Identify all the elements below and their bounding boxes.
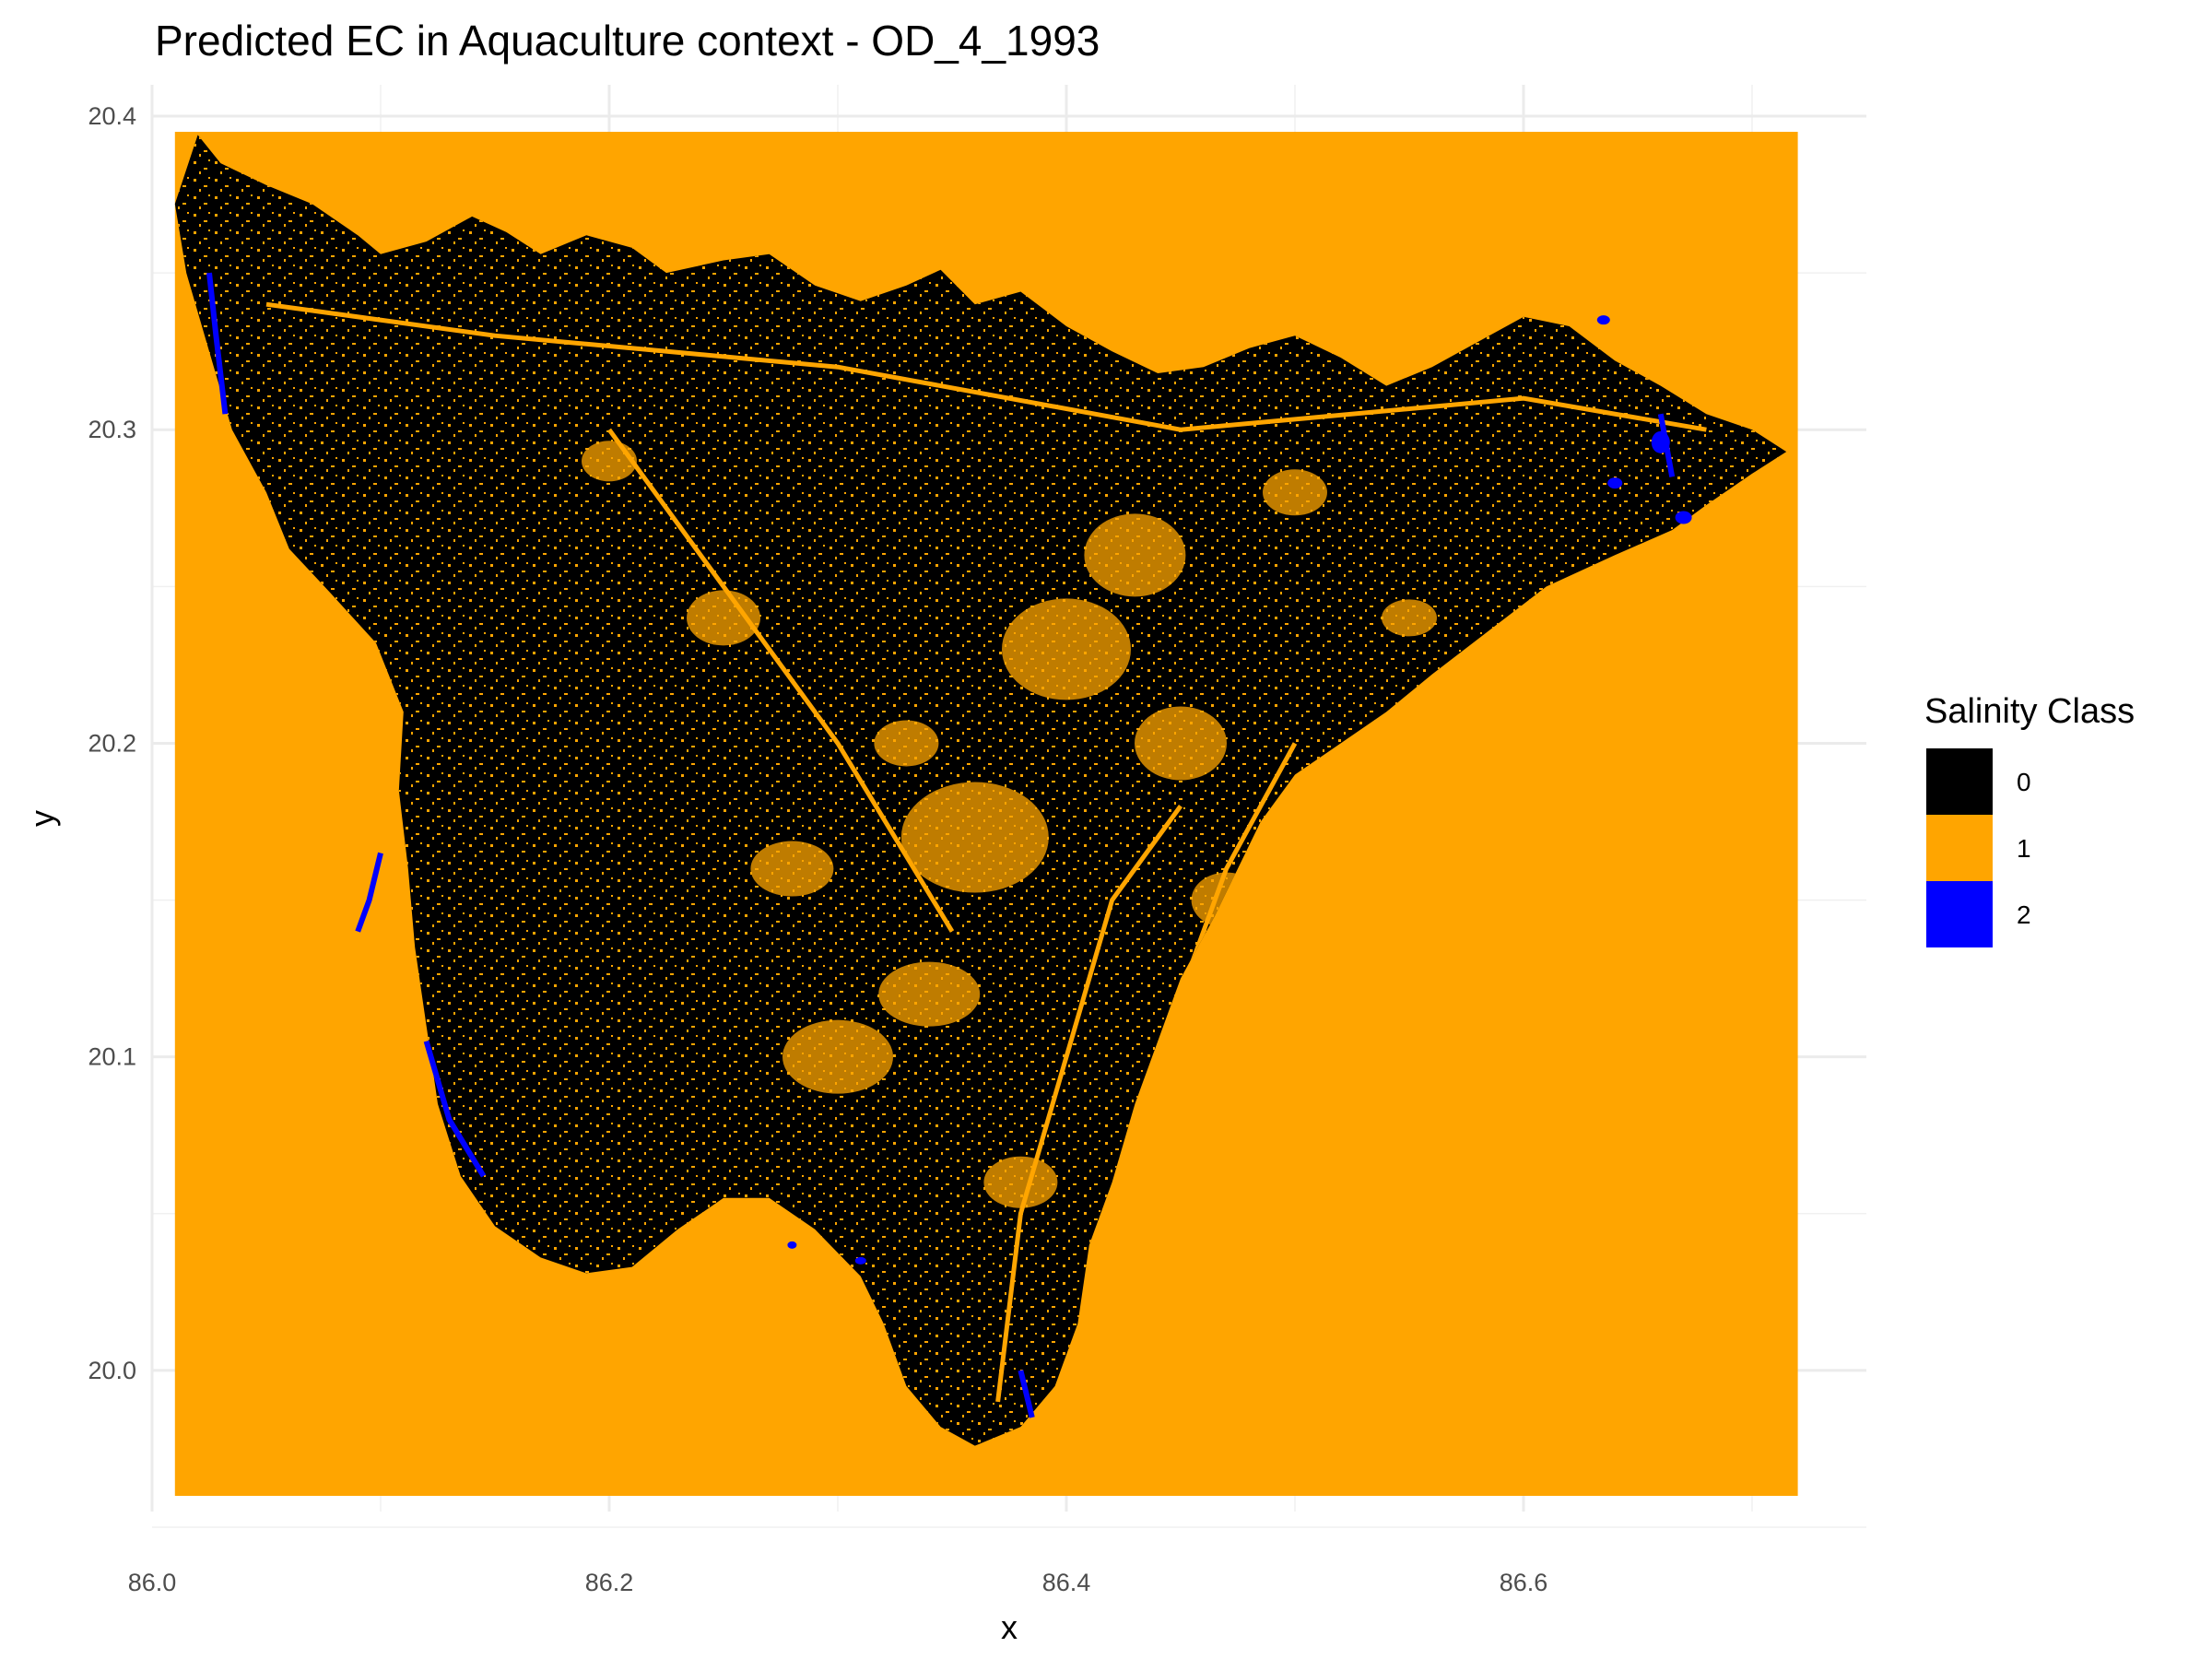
raster-class-2-channel — [423, 1040, 487, 1178]
legend-label-1: 1 — [2017, 834, 2031, 863]
raster-class-1-patch — [874, 720, 939, 767]
raster-class-1-patch — [1084, 513, 1186, 597]
raster-class-1-patch — [878, 961, 981, 1027]
raster-class-1-channel — [606, 428, 955, 933]
raster-class-1-patch — [1263, 469, 1327, 516]
raster-class-2-channel — [355, 852, 383, 933]
legend: Salinity Class 0 1 2 — [1924, 692, 2135, 947]
chart-title: Predicted EC in Aquaculture context - OD… — [155, 17, 1100, 65]
x-axis-ticks: 86.0 86.2 86.4 86.6 — [128, 1569, 1548, 1596]
raster-class-1-patch — [900, 782, 1049, 893]
x-axis-label: x — [1001, 1608, 1018, 1646]
raster-class-1-patch — [1382, 599, 1437, 637]
raster-class-1-channel — [995, 805, 1183, 1403]
y-axis-ticks: 20.0 20.1 20.2 20.3 20.4 — [88, 102, 136, 1384]
x-tick-label: 86.0 — [128, 1569, 177, 1596]
raster-class-1-patch — [1002, 598, 1131, 700]
y-tick-label: 20.2 — [88, 729, 136, 757]
raster-class-2-patch — [854, 1256, 866, 1265]
x-tick-label: 86.6 — [1500, 1569, 1548, 1596]
raster-class-2-patch — [1675, 511, 1692, 524]
y-tick-label: 20.0 — [88, 1357, 136, 1384]
raster-class-1-channel — [265, 301, 1707, 432]
raster-class-1-patch — [1135, 706, 1227, 781]
raster-class-2-patch — [1607, 477, 1623, 489]
legend-swatch-0 — [1926, 748, 1993, 815]
y-tick-label: 20.1 — [88, 1043, 136, 1071]
raster-class-1-patch — [687, 590, 760, 646]
raster-class-2-patch — [1651, 430, 1670, 453]
x-tick-label: 86.4 — [1042, 1569, 1091, 1596]
legend-title: Salinity Class — [1924, 692, 2135, 731]
legend-label-0: 0 — [2017, 768, 2031, 796]
salinity-raster — [174, 132, 1798, 1496]
legend-swatch-2 — [1926, 881, 1993, 947]
raster-class-2-channel — [1018, 1370, 1035, 1418]
raster-class-2-patch — [787, 1241, 797, 1249]
raster-land-detail — [174, 135, 1787, 1446]
raster-class-2-patch — [1596, 315, 1610, 325]
legend-label-2: 2 — [2017, 900, 2031, 929]
y-tick-label: 20.3 — [88, 416, 136, 443]
legend-swatch-1 — [1926, 815, 1993, 881]
y-tick-label: 20.4 — [88, 102, 136, 130]
raster-class-1-patch — [582, 441, 637, 482]
raster-class-2-channel — [206, 272, 229, 415]
raster-class-1-patch — [750, 841, 834, 897]
raster-class-1-patch — [782, 1019, 893, 1094]
x-tick-label: 86.2 — [585, 1569, 634, 1596]
y-axis-label: y — [23, 810, 61, 827]
raster-class-1-patch — [983, 1156, 1058, 1208]
